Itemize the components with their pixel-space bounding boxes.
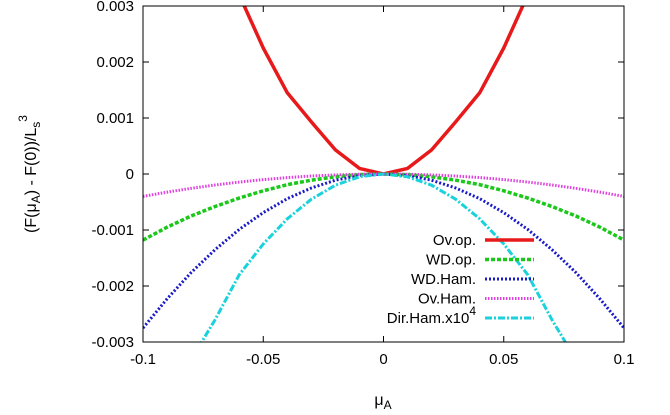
x-axis-label-main: μ — [374, 392, 383, 409]
y-axis-label-part-2: ) - F(0))/L — [23, 128, 40, 196]
legend: Ov.op. WD.op. WD.Ham. Ov.Ham.Dir.Ham.x104 — [387, 232, 534, 327]
y-axis-label-sub-a: A — [29, 195, 43, 203]
y-tick-label: 0 — [126, 166, 134, 183]
y-axis-label-sub-s: s — [29, 122, 43, 128]
x-tick-label: 0.1 — [614, 351, 635, 368]
x-tick-label: -0.1 — [130, 351, 156, 368]
y-tick-label: 0.003 — [96, 0, 134, 15]
x-axis-label-sub: A — [384, 398, 392, 412]
series-line-ov-op — [242, 6, 525, 176]
y-tick-label: -0.002 — [91, 278, 134, 295]
y-tick-label: 0.001 — [96, 110, 134, 127]
series-line-wd-ham — [143, 172, 624, 329]
y-tick-label: -0.001 — [91, 222, 134, 239]
x-tick-label: 0 — [379, 351, 387, 368]
legend-label: WD.op. — [426, 252, 476, 269]
ticks-layer: -0.1 -0.05 0 0.05 0.1 -0.003 -0.002 -0.001 0 0.00… — [91, 0, 634, 368]
y-axis-label-sup-3: 3 — [16, 115, 30, 122]
legend-label: Ov.Ham. — [418, 291, 476, 308]
legend-label: Dir.Ham.x104 — [387, 304, 477, 327]
legend-label: WD.Ham. — [411, 271, 476, 288]
legend-label: Ov.op. — [433, 232, 476, 249]
y-axis-label-part-1: (F(μ — [23, 203, 40, 233]
series-layer — [143, 6, 624, 342]
x-axis-label: μA — [374, 392, 391, 412]
y-axis-label: (F(μA) - F(0))/Ls3 — [16, 115, 43, 233]
y-tick-label: -0.003 — [91, 334, 134, 351]
y-tick-label: 0.002 — [96, 54, 134, 71]
series-line-dir-ham-x10 — [199, 172, 568, 342]
x-tick-label: -0.05 — [246, 351, 280, 368]
x-tick-label: 0.05 — [489, 351, 518, 368]
legend-label-superscript: 4 — [469, 304, 476, 318]
series-line-ov-ham — [143, 172, 624, 198]
